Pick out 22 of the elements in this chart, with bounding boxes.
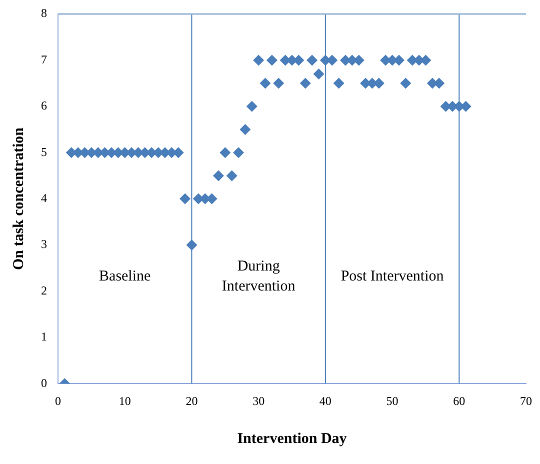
x-tick-label: 30 — [252, 394, 265, 408]
y-tick-label: 5 — [41, 144, 47, 159]
x-axis-title: Intervention Day — [237, 430, 348, 447]
x-tick-label: 60 — [453, 394, 466, 408]
y-tick-label: 7 — [41, 52, 47, 66]
y-tick-label: 4 — [41, 190, 47, 205]
x-tick-label: 40 — [319, 394, 332, 408]
y-tick-label: 8 — [41, 6, 47, 20]
x-tick-label: 70 — [520, 394, 532, 408]
annotation: Baseline — [99, 268, 152, 284]
annotation: Post Intervention — [340, 268, 444, 284]
y-axis-title: On task concentration — [10, 126, 27, 270]
x-tick-label: 50 — [386, 394, 398, 408]
x-tick-label: 10 — [118, 394, 131, 408]
y-tick-label: 0 — [41, 376, 47, 390]
y-tick-label: 6 — [41, 98, 47, 113]
y-tick-label: 1 — [41, 330, 47, 344]
y-tick-label: 3 — [41, 237, 47, 252]
annotation: During Intervention — [222, 258, 296, 294]
x-tick-label: 20 — [186, 394, 198, 408]
y-tick-label: 2 — [41, 283, 47, 298]
x-tick-label: 0 — [55, 394, 61, 408]
